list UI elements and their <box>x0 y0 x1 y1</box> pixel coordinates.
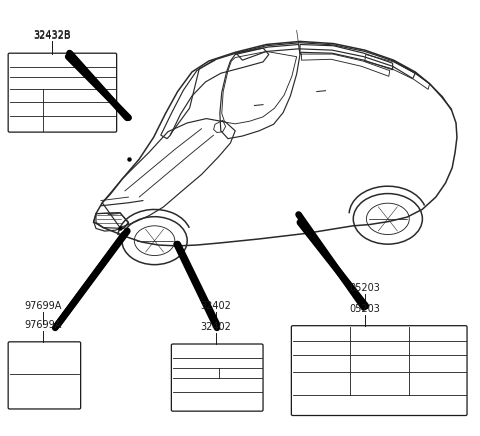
Text: 05203: 05203 <box>349 283 380 293</box>
Text: 05203: 05203 <box>349 304 380 314</box>
FancyBboxPatch shape <box>8 342 81 409</box>
FancyBboxPatch shape <box>291 326 467 416</box>
Text: 97699A: 97699A <box>24 301 62 311</box>
Text: 32432B: 32432B <box>33 31 71 41</box>
Text: 32402: 32402 <box>201 301 231 311</box>
Text: 32402: 32402 <box>201 322 231 332</box>
FancyBboxPatch shape <box>171 344 263 411</box>
Text: 97699A: 97699A <box>24 320 62 330</box>
FancyBboxPatch shape <box>8 53 117 132</box>
Text: 32432B: 32432B <box>33 30 71 40</box>
